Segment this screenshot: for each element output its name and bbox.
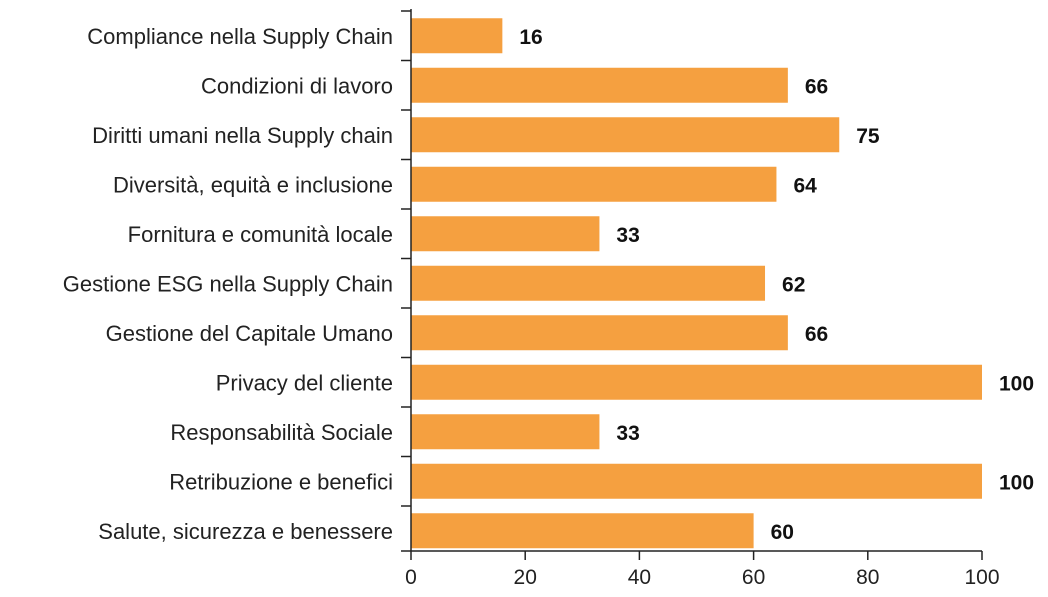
- category-label: Fornitura e comunità locale: [128, 222, 393, 247]
- category-label: Diversità, equità e inclusione: [113, 172, 393, 197]
- category-labels-group: Compliance nella Supply Chain Condizioni …: [63, 24, 393, 544]
- bar: [411, 166, 777, 202]
- bar: [411, 513, 754, 549]
- bar: [411, 315, 788, 351]
- x-tick-label: 0: [405, 566, 417, 589]
- category-label: Gestione del Capitale Umano: [106, 321, 393, 346]
- value-label: 66: [805, 323, 828, 346]
- category-label: Salute, sicurezza e benessere: [98, 519, 393, 544]
- axes-group: 0 20 40 60 80 100: [401, 9, 1000, 589]
- value-label: 33: [616, 224, 639, 247]
- bar: [411, 414, 600, 450]
- category-label: Condizioni di lavoro: [201, 73, 393, 98]
- x-tick-label: 60: [742, 566, 765, 589]
- bar: [411, 364, 982, 400]
- category-label: Compliance nella Supply Chain: [87, 24, 393, 49]
- value-label: 66: [805, 75, 828, 98]
- category-label: Privacy del cliente: [216, 370, 393, 395]
- value-label: 60: [771, 521, 794, 544]
- bars-group: [411, 18, 982, 549]
- value-label: 100: [999, 471, 1034, 494]
- bar: [411, 18, 503, 54]
- category-label: Responsabilità Sociale: [170, 420, 393, 445]
- value-label: 100: [999, 372, 1034, 395]
- bar: [411, 117, 840, 153]
- bar: [411, 463, 982, 499]
- x-tick-label: 20: [514, 566, 537, 589]
- category-label: Diritti umani nella Supply chain: [92, 123, 393, 148]
- bar: [411, 67, 788, 103]
- value-label: 62: [782, 273, 805, 296]
- value-label: 64: [793, 174, 817, 197]
- category-label: Gestione ESG nella Supply Chain: [63, 271, 393, 296]
- bar: [411, 216, 600, 252]
- value-label: 33: [616, 422, 639, 445]
- value-labels-group: 16 66 75 64 33 62 66 100 33 100 60: [519, 26, 1034, 544]
- category-label: Retribuzione e benefici: [169, 469, 393, 494]
- bar: [411, 265, 766, 301]
- value-label: 75: [856, 125, 880, 148]
- x-tick-label: 80: [856, 566, 879, 589]
- x-tick-label: 100: [964, 566, 999, 589]
- x-tick-label: 40: [628, 566, 651, 589]
- value-label: 16: [519, 26, 542, 49]
